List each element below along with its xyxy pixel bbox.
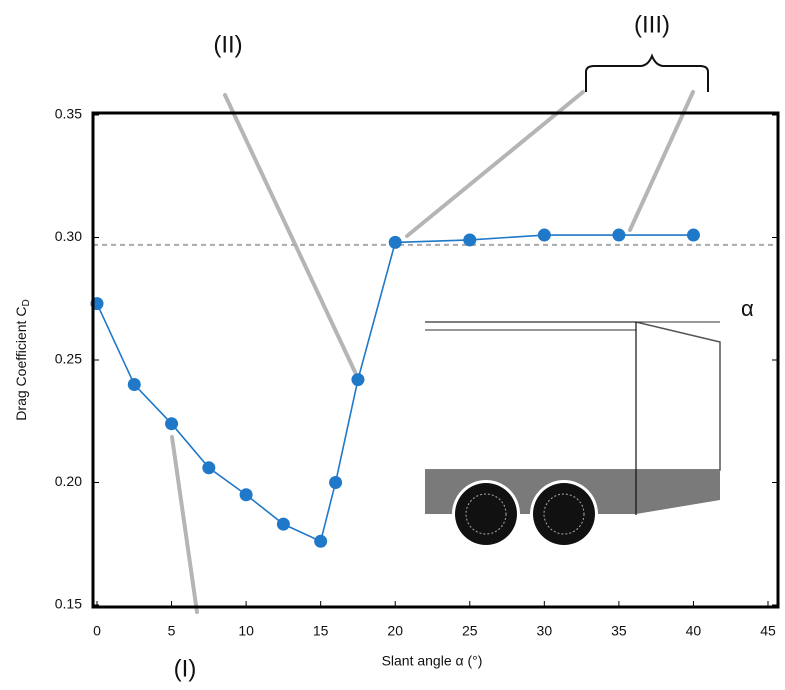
data-point <box>463 233 476 246</box>
data-point <box>538 229 551 242</box>
x-tick-label: 40 <box>686 623 702 639</box>
data-point <box>240 488 253 501</box>
data-point <box>329 476 342 489</box>
x-tick-label: 20 <box>387 623 403 639</box>
y-tick-label: 0.15 <box>55 596 82 612</box>
brace <box>586 56 708 92</box>
pointer-i <box>172 437 197 612</box>
chart: (I) (II) (III) α Drag Coefficient CD Sla… <box>0 0 785 690</box>
data-point <box>687 229 700 242</box>
trailer-body <box>425 322 720 470</box>
data-point <box>202 461 215 474</box>
x-tick-label: 0 <box>93 623 101 639</box>
x-tick-label: 30 <box>537 623 553 639</box>
wheel <box>455 483 517 545</box>
data-point <box>277 518 290 531</box>
data-point <box>165 417 178 430</box>
x-tick-label: 5 <box>168 623 176 639</box>
x-tick-label: 25 <box>462 623 478 639</box>
x-tick-label: 10 <box>238 623 254 639</box>
truck-inset: α <box>422 296 754 550</box>
y-tick-label: 0.25 <box>55 351 82 367</box>
y-axis-label-text: Drag Coefficient C <box>13 307 29 421</box>
inset-label: α <box>741 296 754 321</box>
data-point <box>351 373 364 386</box>
y-tick-label: 0.35 <box>55 106 82 122</box>
y-tick-label: 0.20 <box>55 473 82 489</box>
pointer-ii <box>225 95 355 372</box>
x-tick-label: 15 <box>313 623 329 639</box>
x-axis-label: Slant angle α (°) <box>382 653 483 669</box>
x-tick-label: 35 <box>611 623 627 639</box>
annotation-label: (III) <box>634 11 670 38</box>
wheel <box>533 483 595 545</box>
y-axis-label: Drag Coefficient CD <box>13 299 32 420</box>
annotation-label: (II) <box>213 31 242 58</box>
data-point <box>314 535 327 548</box>
y-tick-label: 0.30 <box>55 228 82 244</box>
annotation-label: (I) <box>174 655 197 682</box>
data-point <box>389 236 402 249</box>
data-point <box>612 229 625 242</box>
x-tick-label: 45 <box>760 623 776 639</box>
y-axis-label-subscript: D <box>21 299 32 306</box>
data-point <box>128 378 141 391</box>
